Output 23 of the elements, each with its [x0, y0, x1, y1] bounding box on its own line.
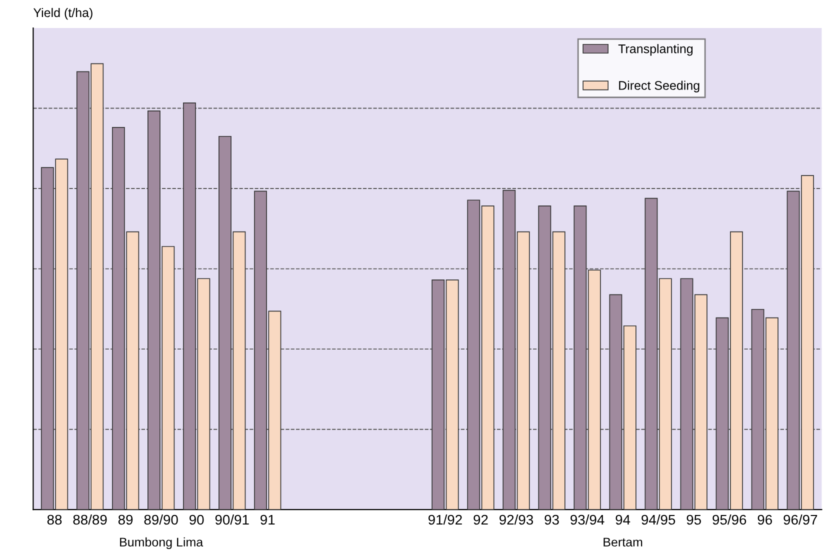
x-tick-label: 95 [686, 514, 701, 525]
x-tick-label: 96/97 [784, 514, 818, 525]
x-tick-label: 94/95 [642, 514, 676, 525]
x-tick-label: 89 [118, 514, 133, 525]
x-tick-label: 93/94 [570, 514, 604, 525]
x-tick-label: 96 [758, 514, 772, 525]
x-tick-label: 95/96 [712, 514, 746, 525]
x-tick-label: 93 [544, 514, 559, 525]
text: Bertam [604, 538, 642, 547]
x-tick-label: 90 [190, 514, 204, 525]
x-tick-label: 92 [474, 514, 488, 525]
text: Bumbong Lima [120, 537, 204, 550]
legend-label: Transplanting [618, 44, 693, 56]
x-tick-label: 90/91 [215, 514, 249, 525]
x-tick-label: 88/89 [73, 514, 107, 525]
legend-label: Direct Seeding [619, 80, 700, 92]
x-tick-label: 91/92 [428, 514, 462, 525]
x-tick-label: 89/90 [144, 514, 178, 525]
x-tick-label: 94 [616, 514, 630, 525]
x-tick-label: 88 [47, 514, 62, 525]
y-axis-title: Yield (t/ha) [33, 8, 92, 20]
x-tick-label: 92/93 [500, 514, 534, 525]
x-tick-label: 91 [260, 514, 275, 525]
